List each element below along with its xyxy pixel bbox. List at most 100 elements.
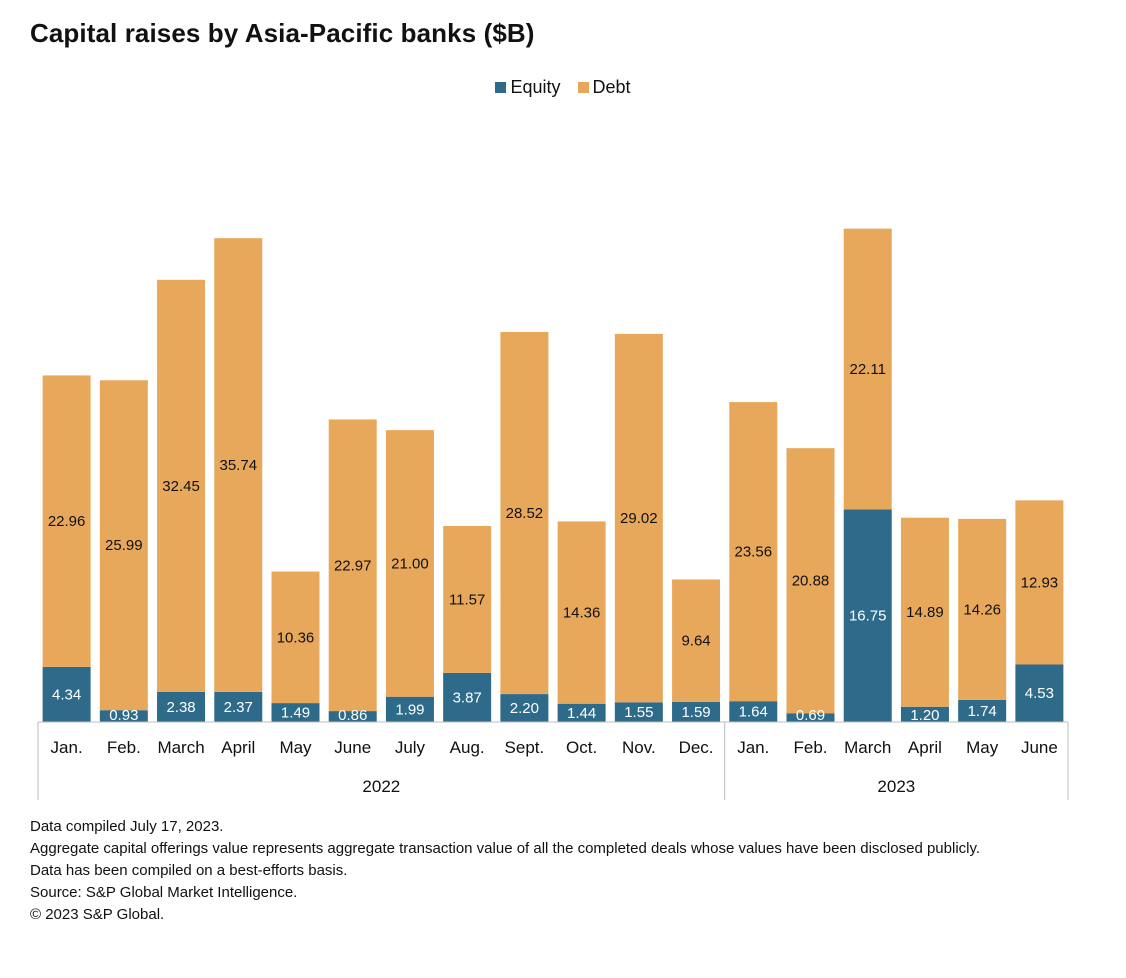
equity-data-label: 2.38 xyxy=(166,699,195,716)
debt-bar xyxy=(443,525,492,673)
chart-notes: Data compiled July 17, 2023. Aggregate c… xyxy=(30,818,1070,928)
legend-swatch-debt xyxy=(577,82,589,93)
equity-data-label: 0.69 xyxy=(796,707,825,724)
equity-data-label: 0.86 xyxy=(338,707,367,724)
debt-data-label: 22.96 xyxy=(48,513,86,530)
x-tick-label: May xyxy=(966,738,999,757)
debt-data-label: 14.26 xyxy=(963,601,1001,618)
equity-bar xyxy=(42,666,91,722)
x-tick-label: March xyxy=(844,738,891,757)
debt-data-label: 23.56 xyxy=(735,544,773,561)
x-tick-label: April xyxy=(221,738,255,757)
debt-data-label: 11.57 xyxy=(449,591,485,608)
equity-data-label: 1.99 xyxy=(395,701,424,718)
legend-label-equity: Equity xyxy=(510,77,561,97)
debt-bar xyxy=(500,331,549,695)
debt-data-label: 29.02 xyxy=(620,510,658,527)
debt-bar xyxy=(271,571,320,704)
debt-bar xyxy=(1015,500,1064,665)
equity-data-label: 4.53 xyxy=(1025,685,1054,702)
x-tick-label: April xyxy=(908,738,942,757)
equity-data-label: 4.34 xyxy=(52,686,81,703)
equity-data-label: 1.55 xyxy=(624,704,653,721)
debt-bar xyxy=(729,402,778,702)
equity-data-label: 2.20 xyxy=(510,700,539,717)
debt-data-label: 32.45 xyxy=(162,478,200,495)
debt-data-label: 22.97 xyxy=(334,557,372,574)
debt-data-label: 22.11 xyxy=(850,361,886,378)
debt-bar xyxy=(672,579,721,702)
legend-item-equity: Equity xyxy=(495,77,560,98)
bar-chart: 4.34 22.96 Jan. 0.93 25.99 Feb. 2.38 32.45 March… xyxy=(37,228,1069,800)
debt-bar xyxy=(900,517,949,707)
debt-data-label: 14.36 xyxy=(563,605,601,622)
debt-bar xyxy=(157,279,206,692)
debt-bar xyxy=(614,333,663,703)
equity-bar xyxy=(214,691,263,722)
equity-data-label: 1.49 xyxy=(281,705,310,722)
debt-data-label: 35.74 xyxy=(220,457,258,474)
debt-data-label: 21.00 xyxy=(391,555,429,572)
equity-bar xyxy=(958,699,1007,722)
debt-bar xyxy=(214,238,263,692)
debt-data-label: 10.36 xyxy=(277,629,315,646)
x-tick-label: June xyxy=(334,738,371,757)
equity-bar xyxy=(1015,664,1064,722)
x-tick-label: Feb. xyxy=(107,738,141,757)
x-tick-label: Aug. xyxy=(450,738,485,757)
equity-data-label: 1.20 xyxy=(910,707,939,724)
debt-bar xyxy=(958,518,1007,700)
equity-bar xyxy=(557,703,606,722)
debt-bar xyxy=(328,419,377,712)
debt-bar xyxy=(843,228,892,510)
equity-bar xyxy=(328,711,377,722)
x-group-label: 2023 xyxy=(877,777,915,796)
chart-title: Capital raises by Asia-Pacific banks ($B… xyxy=(30,18,535,48)
note-compiled: Data compiled July 17, 2023. xyxy=(30,818,224,835)
x-tick-label: June xyxy=(1021,738,1058,757)
equity-bar xyxy=(443,672,492,722)
debt-bar xyxy=(786,448,835,714)
x-tick-label: Dec. xyxy=(679,738,714,757)
x-tick-label: Nov. xyxy=(622,738,656,757)
equity-bar xyxy=(500,694,549,722)
equity-bar xyxy=(385,696,434,722)
chart-legend: Equity Debt xyxy=(0,77,1126,98)
equity-bar xyxy=(614,702,663,722)
debt-bar xyxy=(557,521,606,704)
debt-data-label: 14.89 xyxy=(906,604,944,621)
equity-data-label: 16.75 xyxy=(849,608,887,625)
debt-data-label: 20.88 xyxy=(792,573,830,590)
legend-label-debt: Debt xyxy=(592,77,631,97)
equity-data-label: 0.93 xyxy=(109,707,138,724)
legend-swatch-equity xyxy=(495,82,507,93)
equity-data-label: 1.74 xyxy=(968,703,997,720)
x-tick-label: March xyxy=(157,738,204,757)
note-copyright: © 2023 S&P Global. xyxy=(30,906,165,923)
equity-bar xyxy=(271,703,320,722)
x-tick-label: Jan. xyxy=(737,738,769,757)
x-tick-label: Jan. xyxy=(51,738,83,757)
equity-bar xyxy=(157,691,206,722)
debt-data-label: 25.99 xyxy=(105,537,143,554)
equity-data-label: 1.44 xyxy=(567,705,596,722)
equity-data-label: 1.64 xyxy=(739,704,768,721)
equity-bar xyxy=(672,701,721,722)
note-aggregate: Aggregate capital offerings value repres… xyxy=(30,840,981,857)
debt-data-label: 12.93 xyxy=(1021,574,1059,591)
note-basis: Data has been compiled on a best-efforts… xyxy=(30,862,348,879)
x-group-label: 2022 xyxy=(362,777,400,796)
equity-bar xyxy=(786,713,835,722)
debt-data-label: 9.64 xyxy=(681,633,710,650)
equity-bar xyxy=(99,710,148,722)
x-tick-label: July xyxy=(395,738,426,757)
equity-data-label: 3.87 xyxy=(453,689,482,706)
equity-data-label: 1.59 xyxy=(681,704,710,721)
x-tick-label: May xyxy=(279,738,312,757)
equity-data-label: 2.37 xyxy=(224,699,253,716)
x-tick-label: Sept. xyxy=(505,738,545,757)
equity-bar xyxy=(900,706,949,722)
equity-bar xyxy=(843,509,892,722)
debt-data-label: 28.52 xyxy=(506,505,544,522)
debt-bar xyxy=(385,430,434,697)
